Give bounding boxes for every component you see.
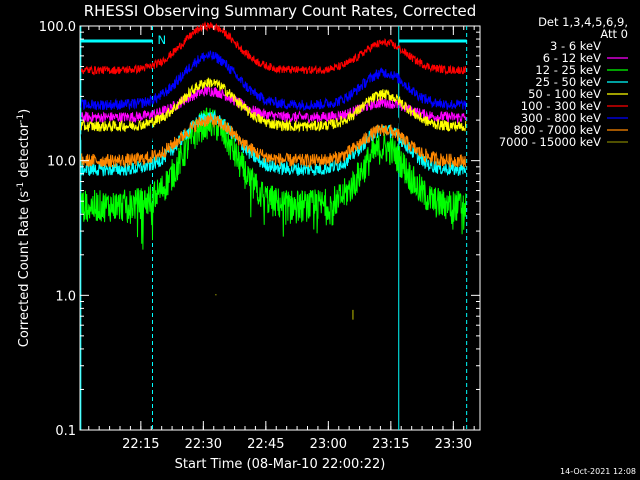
- legend-entry-label: 3 - 6 keV: [550, 39, 601, 53]
- x-tick-label: 23:30: [435, 437, 472, 452]
- series-layer: [80, 21, 467, 320]
- y-tick-label: 10.0: [47, 155, 76, 170]
- y-axis-label-sup1: -1: [16, 182, 26, 191]
- legend-entry-label: 25 - 50 keV: [535, 75, 601, 89]
- legend-header-line1: Det 1,3,4,5,6,9,: [538, 15, 628, 29]
- y-tick-label: 100.0: [39, 20, 76, 35]
- y-tick-label: 0.1: [55, 424, 76, 439]
- y-axis-label-part1: Corrected Count Rate (s: [17, 191, 32, 348]
- flag-layer: N: [80, 26, 468, 430]
- axis-layer: 100.0 10.0 1.0 0.1 22:15 22:30 22:45 23:00 23:15…: [39, 20, 480, 452]
- x-tick-label: 23:15: [372, 437, 409, 452]
- y-axis-label-part3: ): [17, 109, 32, 114]
- chart-title: RHESSI Observing Summary Count Rates, Co…: [84, 2, 477, 20]
- series-line: [80, 107, 467, 250]
- series-line: [80, 21, 467, 76]
- y-axis-label-sup2: -1: [16, 114, 26, 123]
- legend-entry-label: 12 - 25 keV: [535, 63, 601, 77]
- x-tick-label: 22:30: [185, 437, 222, 452]
- x-tick-label: 22:15: [122, 437, 159, 452]
- series-line: [80, 77, 467, 133]
- x-tick-label: 23:00: [310, 437, 347, 452]
- legend-entry-label: 800 - 7000 keV: [513, 123, 601, 137]
- y-axis-label: Corrected Count Rate (s-1 detector-1): [16, 109, 32, 347]
- y-axis-label-part2: detector: [17, 122, 32, 182]
- timestamp: 14-Oct-2021 12:08: [560, 467, 636, 476]
- plot-border: [79, 25, 481, 431]
- legend-header-line2: Att 0: [600, 27, 628, 41]
- series-line: [80, 85, 467, 124]
- series-line: [80, 104, 467, 146]
- legend-entry-label: 7000 - 15000 keV: [499, 135, 601, 149]
- legend-entry-label: 100 - 300 keV: [521, 99, 601, 113]
- y-tick-label: 1.0: [55, 289, 76, 304]
- x-tick-label: 22:45: [247, 437, 284, 452]
- legend-entry-label: 300 - 800 keV: [521, 111, 601, 125]
- series-line: [80, 113, 467, 169]
- series-line: [80, 109, 467, 177]
- series-line: [80, 50, 467, 112]
- legend-entry-label: 50 - 100 keV: [528, 87, 601, 101]
- legend-entry-label: 6 - 12 keV: [543, 51, 601, 65]
- night-flag-label: N: [158, 33, 167, 47]
- plot-frame: [79, 25, 481, 431]
- x-axis-label: Start Time (08-Mar-10 22:00:22): [175, 457, 386, 472]
